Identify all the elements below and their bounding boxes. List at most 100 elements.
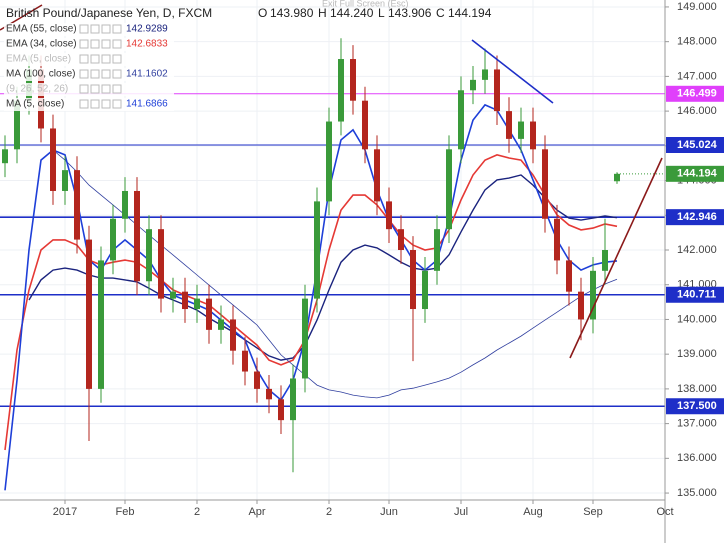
legend-icon[interactable] (79, 99, 89, 109)
candle-body (602, 250, 608, 271)
y-tick-label: 148.000 (677, 36, 717, 48)
candle-body (50, 128, 56, 191)
legend-bg (4, 68, 174, 81)
candle-body (386, 201, 392, 230)
legend-icon[interactable] (90, 99, 100, 109)
legend-icon[interactable] (101, 24, 111, 34)
ohlc-value: 143.906 (388, 6, 432, 20)
x-tick-label: Jun (380, 506, 398, 518)
candle-body (230, 319, 236, 351)
price-label: 144.194 (677, 168, 718, 180)
ohlc-value: 144.240 (330, 6, 374, 20)
legend-icon[interactable] (112, 84, 122, 94)
price-label-bg (666, 165, 724, 182)
candle-body (206, 298, 212, 330)
candle-body (86, 239, 92, 389)
legend-icon[interactable] (79, 24, 89, 34)
legend-icon[interactable] (90, 54, 100, 64)
legend-icon[interactable] (112, 99, 122, 109)
y-tick-label: 136.000 (677, 452, 717, 464)
candle-body (470, 79, 476, 91)
x-tick-label: Aug (523, 506, 543, 518)
legend-icon[interactable] (101, 39, 111, 49)
ohlc-key: C (436, 6, 445, 20)
candle-body (458, 90, 464, 150)
legend-icon[interactable] (112, 69, 122, 79)
y-tick-label: 149.000 (677, 1, 717, 13)
candle-body (482, 69, 488, 80)
y-tick-label: 142.000 (677, 244, 717, 256)
legend-name[interactable]: MA (100, close) (6, 69, 75, 80)
candle-body (530, 121, 536, 150)
x-tick-label: Sep (583, 506, 603, 518)
legend-value: 141.6866 (126, 99, 168, 110)
candle-body (350, 59, 356, 101)
legend-icon[interactable] (112, 39, 122, 49)
legend-bg (4, 98, 174, 111)
candle-body (338, 59, 344, 122)
candle-body (554, 218, 560, 261)
candle-body (614, 173, 620, 182)
candle-body (110, 218, 116, 261)
indicator-line (28, 174, 618, 361)
candle-body (158, 229, 164, 299)
legend-icon[interactable] (90, 69, 100, 79)
candle-body (182, 291, 188, 310)
legend-icon[interactable] (79, 84, 89, 94)
legend-icon[interactable] (79, 39, 89, 49)
candle-body (62, 170, 68, 191)
legend-value: 141.1602 (126, 69, 168, 80)
y-tick-label: 138.000 (677, 383, 717, 395)
legend-icon[interactable] (101, 99, 111, 109)
x-tick-label: 2017 (53, 506, 77, 518)
candle-body (410, 250, 416, 310)
candle-body (218, 319, 224, 330)
exit-hint[interactable]: Exit Full Screen (Esc) (322, 0, 409, 8)
legend-icon[interactable] (101, 69, 111, 79)
legend-name[interactable]: (9, 26, 52, 26) (6, 84, 68, 95)
candle-body (290, 378, 296, 421)
price-label-bg (666, 85, 724, 102)
legend-name[interactable]: MA (5, close) (6, 99, 64, 110)
legend-icon[interactable] (101, 54, 111, 64)
legend-icon[interactable] (101, 84, 111, 94)
legend-icon[interactable] (79, 54, 89, 64)
candle-body (326, 121, 332, 202)
legend-name[interactable]: EMA (5, close) (6, 54, 71, 65)
price-label: 140.711 (677, 289, 716, 301)
candle-body (74, 170, 80, 240)
legend-icon[interactable] (90, 39, 100, 49)
candle-body (98, 260, 104, 389)
candle-body (590, 270, 596, 320)
legend-icon[interactable] (90, 84, 100, 94)
legend-icon[interactable] (112, 54, 122, 64)
candle-body (374, 149, 380, 202)
candle-body (422, 270, 428, 310)
legend-icon[interactable] (112, 24, 122, 34)
candle-body (254, 371, 260, 389)
candle-body (314, 201, 320, 299)
candle-body (542, 149, 548, 219)
candle-body (170, 291, 176, 299)
ohlc-key: L (378, 6, 385, 20)
legend-bg (4, 53, 174, 66)
price-label-bg (666, 137, 724, 153)
candle-body (122, 190, 128, 219)
candle-body (302, 298, 308, 379)
price-label: 146.499 (677, 88, 717, 100)
price-label-bg (666, 286, 724, 303)
legend-name[interactable]: EMA (55, close) (6, 24, 77, 35)
candle-body (134, 190, 140, 282)
legend-icon[interactable] (90, 24, 100, 34)
legend-icon[interactable] (79, 69, 89, 79)
candle-body (446, 149, 452, 230)
trend-line (471, 39, 554, 104)
candle-body (146, 229, 152, 282)
x-tick-label: Apr (248, 506, 265, 518)
legend-name[interactable]: EMA (34, close) (6, 39, 77, 50)
price-label: 142.946 (677, 211, 717, 223)
y-tick-label: 135.000 (677, 487, 717, 499)
candle-body (242, 350, 248, 372)
candle-body (2, 149, 8, 164)
x-tick-label: Jul (454, 506, 468, 518)
